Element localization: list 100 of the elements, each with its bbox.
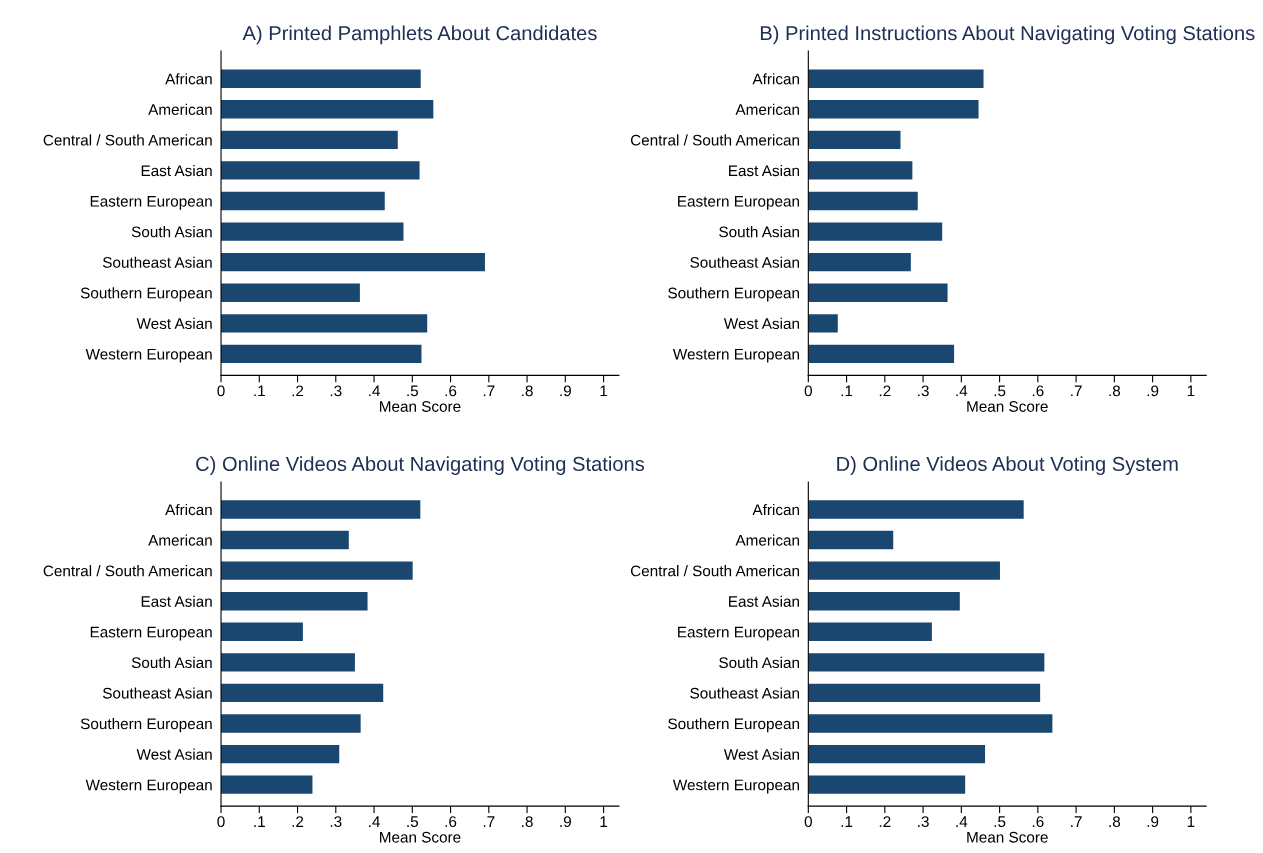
bar [221,592,368,611]
x-tick-label: .5 [994,816,1006,828]
x-tick-label: .3 [918,816,929,828]
x-tick-label: .9 [560,385,571,397]
x-axis-title: Mean Score [380,401,461,412]
bar [808,283,948,302]
x-tick-label: .1 [841,816,853,827]
y-tick-label: Central / South American [630,134,799,146]
x-tick-label: .8 [522,385,533,397]
x-tick-label: .1 [841,385,853,397]
bar [221,253,485,272]
y-tick-label: Eastern European [90,196,212,210]
bar [221,314,428,333]
bar [808,161,913,180]
bar [808,683,1041,703]
x-tick-label: .1 [254,816,265,827]
x-tick-label: .8 [522,816,533,828]
x-tick-label: .5 [994,385,1006,397]
y-tick-label: Western European [85,348,212,363]
x-tick-label: 0 [804,385,812,397]
bar [808,744,986,764]
bar [808,191,918,211]
y-tick-label: East Asian [729,595,799,607]
y-tick-label: East Asian [141,164,212,177]
chart-title: D) Online Videos About Voting System [837,456,1178,476]
x-tick-label: .5 [407,816,419,828]
chart-title: C) Online Videos About Navigating Voting Stations [196,456,645,476]
x-tick-label: .4 [369,385,380,397]
x-tick-label: .6 [1032,385,1044,397]
y-tick-label: South Asian [131,656,212,669]
y-tick-label: West Asian [723,748,799,760]
x-tick-label: .6 [445,816,457,828]
bar [808,344,955,364]
y-tick-label: Central / South American [630,565,799,577]
y-tick-label: African [752,73,799,85]
y-tick-label: Southeast Asian [102,687,212,699]
y-tick-label: East Asian [141,595,212,607]
bar [808,714,1053,733]
x-tick-label: .4 [956,385,968,397]
y-tick-label: Central / South American [43,134,212,146]
bar [808,653,1045,672]
y-tick-label: American [735,103,799,115]
x-tick-label: .5 [407,385,419,397]
x-tick-label: 0 [217,385,225,397]
x-tick-label: .9 [560,816,571,828]
bar [221,344,422,364]
x-tick-label: .4 [956,816,968,827]
bar [221,683,384,703]
x-axis-title: Mean Score [380,831,461,843]
bar [221,561,413,580]
bar [808,253,911,272]
x-tick-label: .3 [330,816,342,828]
y-tick-label: American [148,103,212,115]
bar [221,161,420,180]
y-tick-label: East Asian [729,164,799,177]
bar [808,69,984,88]
bar [221,714,361,733]
bar [221,775,313,794]
bar [221,191,385,211]
x-tick-label: .6 [445,385,457,397]
y-tick-label: Eastern European [90,626,212,641]
x-tick-label: 0 [217,816,225,828]
bar [221,69,421,88]
bar [808,775,966,794]
bar [808,561,1000,580]
x-tick-label: .2 [879,816,891,827]
y-tick-label: West Asian [136,748,212,760]
bar [808,592,960,611]
bar [808,622,932,641]
x-tick-label: 0 [804,816,812,828]
bar [221,653,355,672]
bar [808,314,838,333]
y-tick-label: West Asian [136,317,212,330]
x-tick-label: .4 [369,816,380,827]
x-tick-label: .6 [1032,816,1044,828]
y-tick-label: American [735,534,799,546]
x-tick-label: .3 [918,385,929,397]
y-tick-label: Central / South American [43,565,212,577]
x-tick-label: .9 [1147,816,1159,828]
y-tick-label: Eastern European [678,196,799,210]
x-tick-label: .8 [1109,816,1121,828]
x-tick-label: .2 [879,385,891,397]
x-tick-label: .3 [330,385,342,397]
x-tick-label: 1 [1187,385,1195,397]
bar [221,500,421,519]
bar [221,530,349,550]
y-tick-label: Western European [672,348,799,363]
x-tick-label: .9 [1147,385,1159,397]
y-tick-label: South Asian [719,226,799,238]
y-tick-label: Southern European [668,717,800,733]
bar [221,622,303,641]
bar [808,222,943,241]
bar [808,130,901,150]
x-tick-label: 1 [600,816,608,827]
x-tick-label: .2 [292,385,304,397]
y-tick-label: Southeast Asian [690,256,799,268]
x-tick-label: .7 [483,385,495,397]
x-tick-label: .2 [292,816,304,827]
y-tick-label: Southern European [80,287,212,302]
bar [221,100,434,119]
